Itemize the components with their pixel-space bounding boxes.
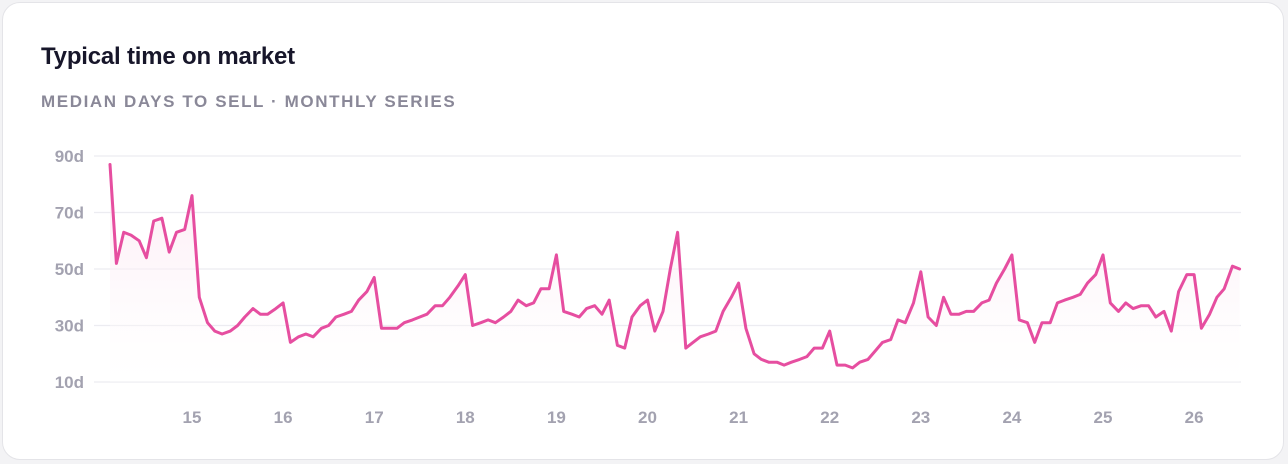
x-tick-label: 23 xyxy=(911,408,930,427)
x-tick-label: 25 xyxy=(1094,408,1113,427)
y-tick-label: 90d xyxy=(55,147,84,166)
x-tick-label: 18 xyxy=(456,408,475,427)
series-area xyxy=(110,164,1240,382)
y-tick-label: 50d xyxy=(55,260,84,279)
x-tick-label: 20 xyxy=(638,408,657,427)
x-tick-label: 15 xyxy=(183,408,202,427)
series-line xyxy=(108,163,1242,370)
x-tick-label: 26 xyxy=(1185,408,1204,427)
y-tick-label: 30d xyxy=(55,317,84,336)
x-tick-label: 21 xyxy=(729,408,748,427)
y-tick-label: 10d xyxy=(55,373,84,392)
x-tick-label: 22 xyxy=(820,408,839,427)
x-tick-label: 19 xyxy=(547,408,566,427)
y-tick-label: 70d xyxy=(55,204,84,223)
x-tick-label: 16 xyxy=(274,408,293,427)
x-tick-label: 17 xyxy=(365,408,384,427)
chart-subtitle: MEDIAN DAYS TO SELL · MONTHLY SERIES xyxy=(41,92,457,111)
x-tick-label: 24 xyxy=(1002,408,1021,427)
chart-title: Typical time on market xyxy=(41,43,295,70)
